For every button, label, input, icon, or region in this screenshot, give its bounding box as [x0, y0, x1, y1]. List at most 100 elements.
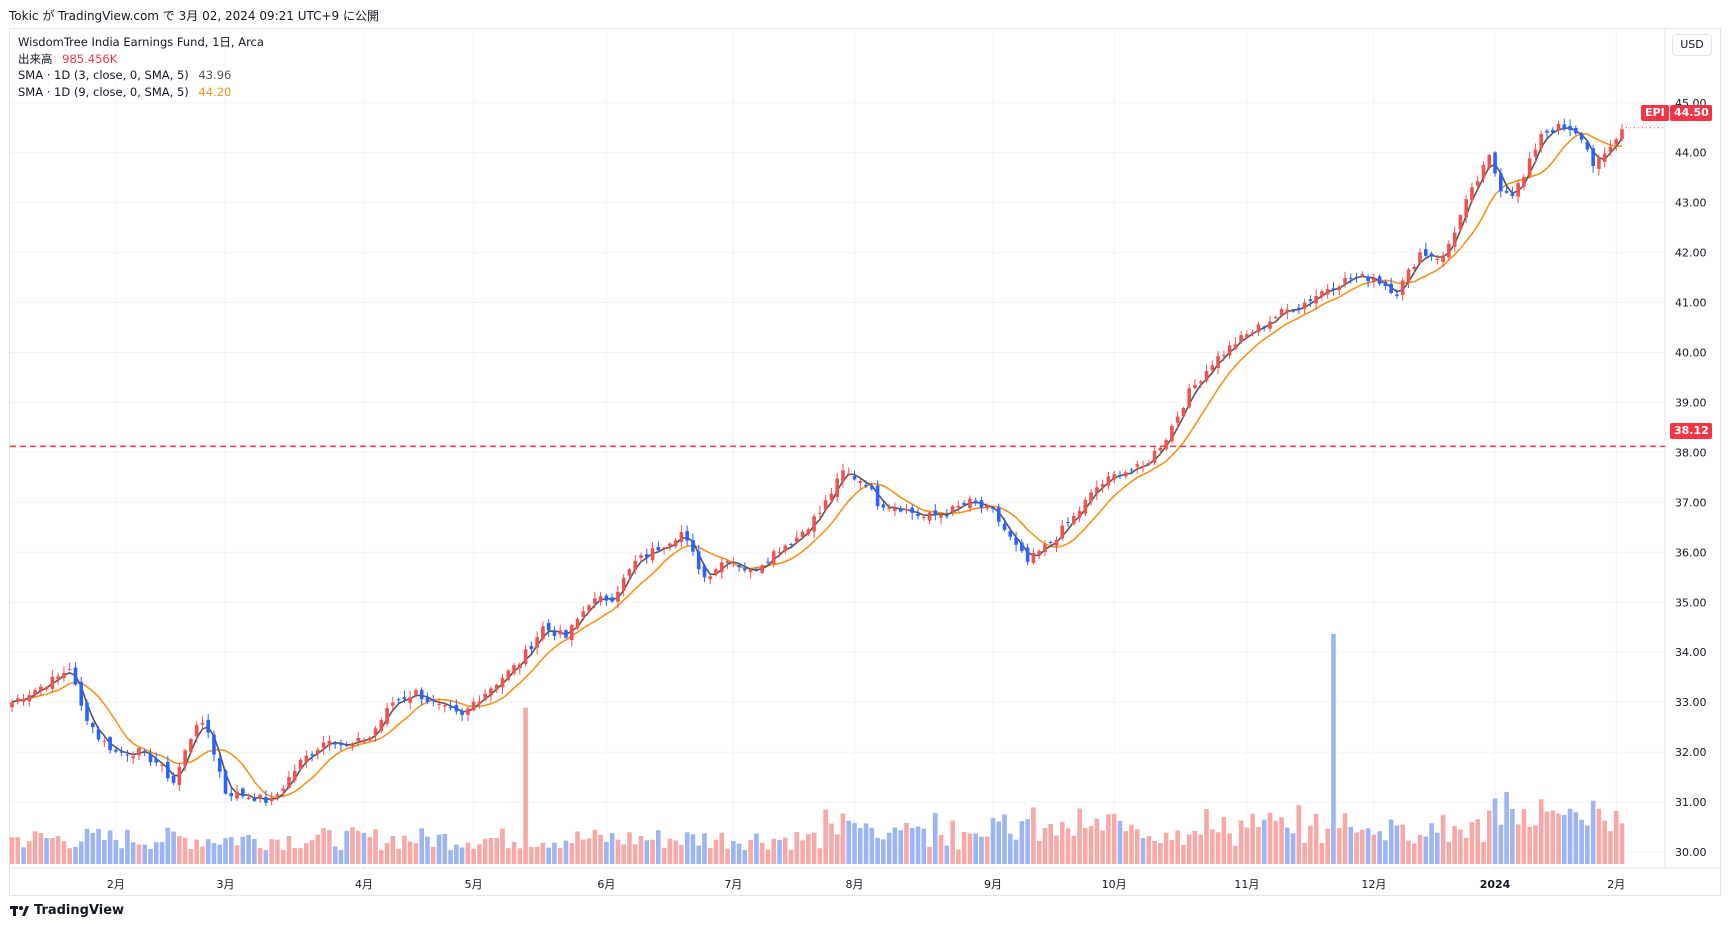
x-tick-label: 9月 — [984, 878, 1002, 891]
volume-bar — [1152, 840, 1157, 864]
volume-bar — [436, 834, 442, 864]
legend-symbol-row[interactable]: WisdomTree India Earnings Fund, 1日, Arca — [18, 34, 264, 51]
candle-body — [62, 672, 66, 679]
legend-volume-row[interactable]: 出来高 985.456K — [18, 51, 264, 68]
candle-body — [968, 498, 972, 509]
volume-bar — [552, 842, 557, 864]
volume-bar — [1192, 830, 1198, 864]
candle-body — [887, 507, 891, 509]
candle-body — [719, 562, 724, 573]
volume-bar — [713, 839, 719, 864]
candle-body — [1037, 551, 1041, 555]
volume-bar — [511, 842, 517, 864]
volume-bar — [1215, 832, 1221, 864]
sma3-line[interactable] — [11, 126, 1623, 801]
volume-bar — [205, 839, 211, 864]
x-tick-label: 5月 — [465, 878, 483, 891]
y-tick-label: 32.00 — [1675, 746, 1707, 759]
volume-bar — [1411, 843, 1417, 864]
x-tick-label: 6月 — [597, 878, 615, 891]
candle-body — [518, 664, 522, 669]
volume-bar — [586, 838, 592, 864]
currency-button[interactable]: USD — [1672, 34, 1712, 56]
chart-frame[interactable] — [9, 28, 1721, 896]
candle-body — [737, 565, 741, 568]
x-tick-label: 2月 — [1607, 878, 1625, 891]
volume-bar — [500, 828, 505, 864]
candle-body — [67, 669, 72, 671]
candle-body — [1337, 286, 1342, 290]
ticker-badge: EPI — [1641, 105, 1669, 121]
volume-bar — [442, 833, 448, 864]
candle-body — [448, 707, 453, 709]
volume-bar — [1504, 791, 1509, 864]
candle-body — [1568, 125, 1572, 131]
volume-bar — [529, 846, 534, 864]
candle-body — [1025, 547, 1030, 562]
candle-body — [96, 729, 101, 740]
candle-body — [546, 622, 551, 631]
candle-body — [431, 699, 436, 702]
volume-bar — [1354, 832, 1359, 864]
candle-body — [996, 507, 1001, 522]
volume-bar — [956, 849, 961, 864]
x-tick-label: 4月 — [355, 878, 373, 891]
candle-body — [587, 605, 591, 612]
candle-body — [102, 740, 107, 742]
y-tick-label: 35.00 — [1675, 596, 1707, 609]
candle-body — [852, 476, 857, 480]
volume-bar — [1481, 842, 1486, 864]
candle-body — [771, 551, 776, 564]
last-price-badge: 44.50 — [1670, 105, 1712, 121]
legend-sma3-row[interactable]: SMA · 1D (3, close, 0, SMA, 5) 43.96 — [18, 67, 264, 84]
volume-bar — [1273, 820, 1279, 864]
candle-body — [1210, 365, 1215, 371]
volume-bar — [1498, 824, 1504, 864]
volume-bar — [402, 835, 407, 864]
candle-body — [1406, 269, 1411, 283]
legend-sma9-row[interactable]: SMA · 1D (9, close, 0, SMA, 5) 44.20 — [18, 84, 264, 101]
candle-body — [1152, 450, 1157, 463]
volume-bar — [188, 848, 194, 864]
volume-bar — [1244, 827, 1250, 864]
volume-bar — [171, 831, 176, 864]
candle-body — [812, 516, 816, 532]
x-tick-label: 3月 — [217, 878, 235, 891]
candle-body — [823, 500, 828, 510]
candle-body — [241, 788, 245, 797]
candle-body — [252, 798, 257, 801]
tradingview-logo[interactable]: TradingView — [10, 903, 124, 918]
candle-body — [333, 742, 337, 745]
volume-bar — [50, 838, 55, 864]
volume-bar — [1036, 840, 1042, 864]
volume-bar — [1336, 828, 1342, 864]
sma9-line[interactable] — [11, 133, 1623, 798]
candle-body — [1239, 335, 1243, 342]
volume-bar — [355, 830, 361, 864]
candle-body — [229, 793, 234, 797]
volume-bar — [217, 844, 223, 864]
y-tick-label: 34.00 — [1675, 646, 1707, 659]
volume-bar — [494, 838, 500, 864]
volume-bar — [656, 830, 661, 864]
volume-bar — [979, 836, 984, 864]
volume-bar — [159, 842, 165, 864]
volume-bar — [1394, 825, 1400, 864]
volume-bar — [1129, 824, 1134, 864]
volume-bar — [950, 820, 955, 864]
volume-bar — [102, 839, 107, 864]
candle-body — [275, 794, 280, 797]
volume-bar — [1342, 813, 1348, 864]
candle-body — [1164, 440, 1168, 450]
volume-bar — [1094, 818, 1100, 864]
volume-bar — [632, 844, 638, 864]
candle-body — [927, 512, 932, 521]
sma3-label: SMA · 1D (3, close, 0, SMA, 5) — [18, 68, 189, 82]
volume-bar — [1458, 829, 1463, 864]
candle-body — [985, 505, 990, 509]
volume-bar — [794, 832, 800, 864]
volume-bar — [9, 837, 15, 864]
candle-body — [367, 737, 372, 741]
volume-bar — [21, 847, 26, 864]
